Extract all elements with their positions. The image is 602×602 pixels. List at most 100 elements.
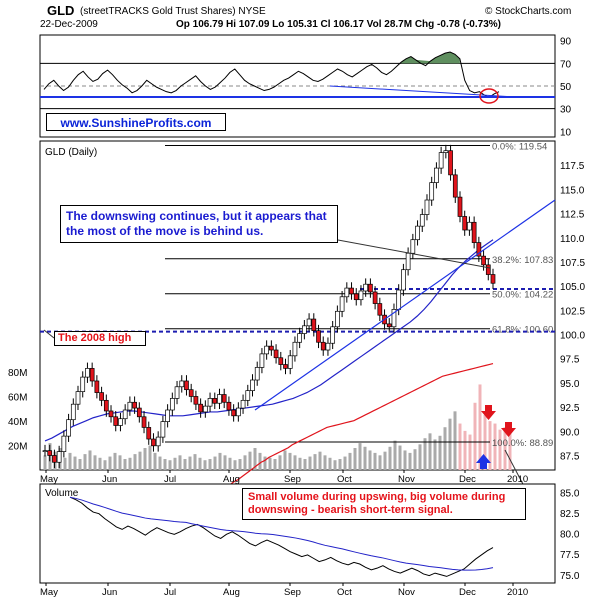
rsi-tick-label: 90 <box>560 37 572 48</box>
price-month-label: Oct <box>337 474 352 485</box>
volume-bar <box>93 455 97 470</box>
price-tick-label: 90.0 <box>560 427 580 438</box>
short-moving-average <box>44 239 494 442</box>
website-url[interactable]: www.SunshineProfits.com <box>46 113 226 131</box>
price-candle <box>457 196 463 217</box>
price-candle <box>316 330 321 343</box>
usd-moving-average <box>69 496 494 571</box>
price-candle <box>174 386 180 399</box>
usd-tick-label: 80.0 <box>560 530 580 541</box>
price-tick-label: 107.5 <box>560 258 585 269</box>
price-candle <box>283 364 288 369</box>
price-candle <box>358 290 364 301</box>
price-candle <box>415 225 420 241</box>
price-candle <box>264 345 269 355</box>
volume-bar <box>273 459 277 470</box>
volume-bar <box>173 457 177 470</box>
volume-bar <box>163 459 167 470</box>
price-candle <box>297 333 303 343</box>
volume-bar <box>443 427 447 470</box>
price-candle <box>113 416 119 426</box>
volume-bar <box>98 457 102 470</box>
price-candle <box>56 451 62 463</box>
price-candle <box>169 398 175 411</box>
price-month-label: Aug <box>223 474 240 485</box>
price-candle <box>353 293 359 301</box>
price-tick-label: 97.5 <box>560 355 580 366</box>
volume-bar <box>313 454 317 470</box>
volume-tick-label: 20M <box>8 442 27 453</box>
volume-bar <box>503 427 507 470</box>
price-candle <box>221 394 227 403</box>
volume-bar <box>433 439 437 470</box>
price-candle <box>302 325 307 334</box>
price-candle <box>42 450 48 452</box>
volume-bar <box>448 418 452 470</box>
high-pointer <box>43 329 55 339</box>
price-candle <box>151 438 156 447</box>
price-candle <box>141 416 147 428</box>
volume-bar <box>103 460 107 470</box>
price-candle <box>330 326 336 344</box>
price-candle <box>401 269 406 291</box>
volume-bar <box>408 452 412 470</box>
volume-bar <box>288 452 292 470</box>
price-candle <box>118 418 123 426</box>
price-candle <box>85 368 90 378</box>
price-candle <box>467 221 472 231</box>
long-moving-average <box>179 362 494 510</box>
volume-bar <box>283 450 287 470</box>
price-candle <box>80 376 86 392</box>
price-tick-label: 112.5 <box>560 210 585 221</box>
price-tick-label: 92.5 <box>560 403 580 414</box>
volume-bar <box>428 433 432 470</box>
usd-tick-label: 77.5 <box>560 550 580 561</box>
price-candle <box>471 221 477 243</box>
price-candle <box>155 436 161 447</box>
price-candle <box>136 407 142 418</box>
volume-bar <box>398 445 402 470</box>
volume-bar <box>78 459 82 470</box>
volume-bar <box>293 455 297 470</box>
volume-bar <box>118 455 122 470</box>
rsi-trend-line <box>329 85 516 98</box>
volume-tick-label: 80M <box>8 368 27 379</box>
usd-month-label: Nov <box>398 587 415 598</box>
price-candle <box>429 182 435 201</box>
volume-bar <box>383 451 387 470</box>
fib-level-label: 50.0%: 104.22 <box>492 290 553 301</box>
volume-bar <box>268 457 272 470</box>
price-candle <box>61 435 67 452</box>
volume-bar <box>68 452 72 470</box>
price-candle <box>165 409 170 422</box>
fib-level-label: 61.8%: 100.60 <box>492 325 553 336</box>
volume-bar <box>263 456 267 470</box>
volume-bar <box>463 430 467 470</box>
volume-bar <box>178 455 182 470</box>
price-candle <box>52 455 57 463</box>
volume-bar <box>358 443 362 470</box>
usd-month-label: May <box>40 587 58 598</box>
price-candle <box>132 401 137 409</box>
price-candle <box>70 403 76 421</box>
volume-tick-label: 60M <box>8 393 27 404</box>
usd-month-label: Jun <box>102 587 117 598</box>
volume-bar <box>478 384 482 470</box>
price-candle <box>462 216 468 231</box>
rsi-line <box>43 51 500 98</box>
volume-bar <box>323 455 327 470</box>
volume-bar <box>198 457 202 470</box>
price-candle <box>240 399 246 409</box>
volume-bar <box>498 429 502 470</box>
price-candle <box>226 401 232 411</box>
volume-bar <box>108 456 112 470</box>
volume-bar <box>238 459 242 470</box>
volume-bar <box>368 450 372 470</box>
volume-bar <box>143 448 147 470</box>
price-tick-label: 115.0 <box>560 185 585 196</box>
volume-bar <box>303 459 307 470</box>
price-candle <box>127 401 133 411</box>
price-candle <box>306 318 312 327</box>
price-candle <box>250 379 255 392</box>
